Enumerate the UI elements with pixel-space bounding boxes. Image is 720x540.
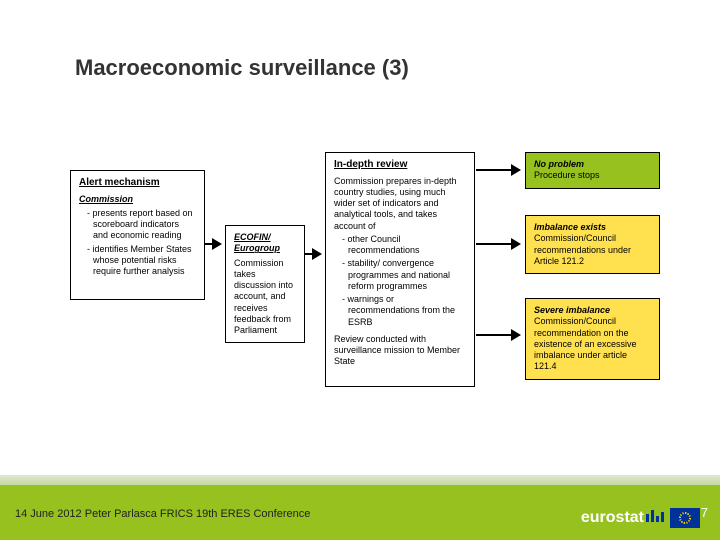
footer-date: 14 June 2012 [15,508,82,520]
review-header: In-depth review [334,159,466,172]
review-bullet: - warnings or recommendations from the E… [342,294,466,328]
severe-title: Severe imbalance [534,305,651,316]
noproblem-body: Procedure stops [534,170,651,181]
slide-title: Macroeconomic surveillance (3) [75,55,409,81]
arrow-head-icon [312,248,322,260]
arrow-line [476,243,513,245]
imbalance-body: Commission/Council recommendations under… [534,233,651,267]
review-bullets: - other Council recommendations - stabil… [334,234,466,328]
node-no-problem: No problem Procedure stops [525,152,660,189]
ecofin-subheader: ECOFIN/ Eurogroup [234,232,296,255]
severe-body: Commission/Council recommendation on the… [534,316,651,372]
node-ecofin: ECOFIN/ Eurogroup Commission takes discu… [225,225,305,343]
alert-bullet: - presents report based on scoreboard in… [87,208,196,242]
arrow-head-icon [212,238,222,250]
footer-gradient-stripe [0,475,720,485]
node-imbalance-exists: Imbalance exists Commission/Council reco… [525,215,660,274]
imbalance-title: Imbalance exists [534,222,651,233]
node-alert-mechanism: Alert mechanism Commission - presents re… [70,170,205,300]
node-in-depth-review: In-depth review Commission prepares in-d… [325,152,475,387]
ecofin-body: Commission takes discussion into account… [234,258,296,337]
arrow-head-icon [511,329,521,341]
arrow-head-icon [511,164,521,176]
alert-header: Alert mechanism [79,177,196,190]
arrow-line [476,334,513,336]
eurostat-logo: eurostat [581,509,664,527]
arrow-head-icon [511,238,521,250]
review-bullet: - stability/ convergence programmes and … [342,258,466,292]
alert-subheader: Commission [79,194,196,205]
review-body: Commission prepares in-depth country stu… [334,176,466,232]
noproblem-title: No problem [534,159,651,170]
logo-group: eurostat [581,508,700,528]
alert-bullets: - presents report based on scoreboard in… [79,208,196,278]
page-number: 7 [701,505,708,520]
eurostat-bars-icon [646,510,664,522]
footer-text: 14 June 2012 Peter Parlasca FRICS 19th E… [15,508,310,520]
review-bullet: - other Council recommendations [342,234,466,257]
review-footer-text: Review conducted with surveillance missi… [334,334,466,368]
arrow-line [476,169,513,171]
eu-flag-icon [670,508,700,528]
footer-author: Peter Parlasca FRICS 19th ERES Conferenc… [85,508,311,520]
node-severe-imbalance: Severe imbalance Commission/Council reco… [525,298,660,380]
alert-bullet: - identifies Member States whose potenti… [87,244,196,278]
